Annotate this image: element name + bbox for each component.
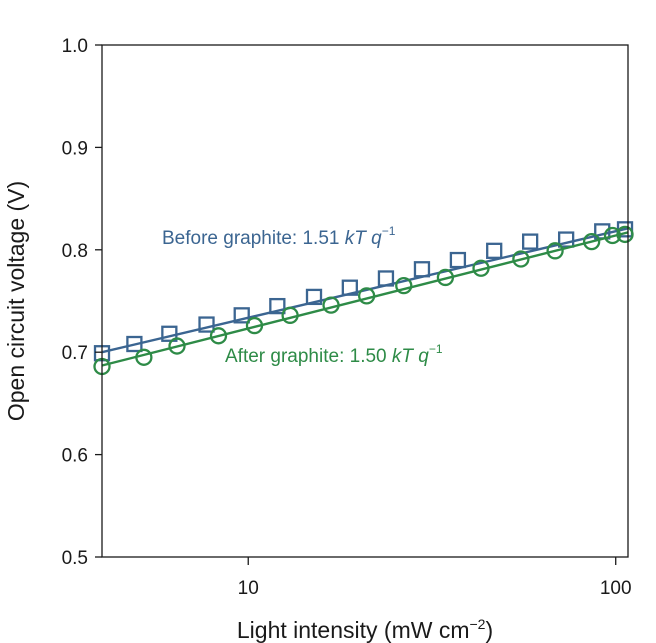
- data-point: [413, 261, 431, 278]
- data-point: [322, 296, 340, 314]
- after-annotation-sup: −1: [429, 342, 443, 356]
- data-point: [603, 226, 622, 245]
- y-axis-title: Open circuit voltage (V): [3, 181, 29, 421]
- y-tick-label: 0.6: [62, 446, 88, 467]
- before-annotation-italic: kT q: [345, 228, 382, 249]
- before-graphite-annotation: Before graphite: 1.51 kT q−1: [162, 224, 396, 249]
- data-point: [546, 242, 564, 260]
- fit-line: [101, 227, 629, 354]
- after-graphite-annotation: After graphite: 1.50 kT q−1: [225, 342, 443, 367]
- data-point: [135, 348, 153, 366]
- data-point: [436, 268, 455, 287]
- data-point: [616, 225, 634, 244]
- plot-frame: [101, 44, 629, 558]
- x-axis-title-main: Light intensity (mW cm: [237, 617, 470, 643]
- before-annotation-sup: −1: [382, 224, 396, 238]
- data-point: [161, 325, 178, 342]
- data-point: [357, 287, 376, 305]
- data-point: [198, 316, 215, 333]
- data-point: [512, 250, 530, 268]
- data-point: [377, 270, 395, 287]
- data-point: [305, 288, 323, 306]
- y-tick-label: 0.7: [62, 343, 88, 364]
- x-axis-title: Light intensity (mW cm−2): [237, 616, 493, 643]
- after-annotation-italic: kT q: [392, 346, 429, 367]
- data-point: [341, 279, 358, 296]
- y-tick-label: 0.5: [62, 548, 88, 569]
- data-point: [126, 335, 143, 353]
- data-point: [233, 307, 250, 324]
- x-axis-title-suffix: ): [485, 617, 493, 643]
- data-point: [449, 251, 467, 269]
- data-point: [486, 242, 503, 259]
- series-before: [93, 221, 634, 362]
- data-point: [395, 276, 413, 295]
- data-point: [245, 316, 264, 335]
- x-axis-title-sup: −2: [469, 616, 485, 632]
- after-annotation-prefix: After graphite: 1.50: [225, 346, 392, 367]
- data-point: [269, 297, 286, 315]
- data-point: [209, 327, 228, 345]
- data-point: [522, 233, 539, 250]
- x-tick-label: 10: [238, 578, 259, 599]
- data-point: [557, 231, 575, 248]
- axes: 0.5 0.6 0.7 0.8 0.9 1.0 10 100: [62, 36, 632, 599]
- plot-marks: [93, 221, 634, 376]
- y-tick-label: 0.8: [62, 241, 88, 262]
- y-tick-label: 0.9: [62, 138, 88, 159]
- data-point: [472, 259, 490, 277]
- data-point: [281, 306, 299, 324]
- y-tick-label: 1.0: [62, 36, 88, 57]
- before-annotation-prefix: Before graphite: 1.51: [162, 228, 345, 249]
- x-tick-label: 100: [600, 578, 632, 599]
- data-point: [582, 232, 601, 251]
- fit-line: [101, 231, 629, 367]
- data-point: [168, 337, 186, 355]
